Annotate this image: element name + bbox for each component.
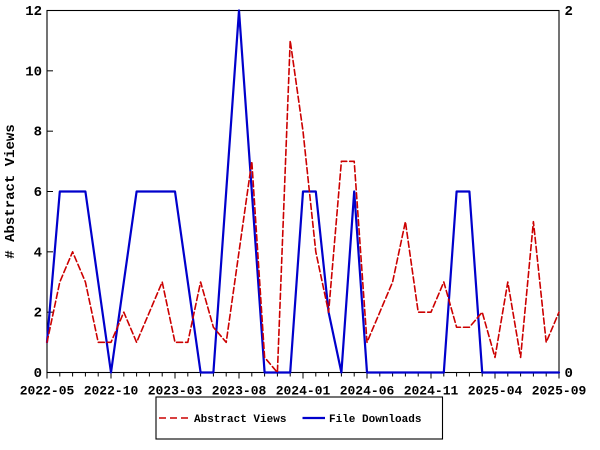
svg-text:2025-04: 2025-04 <box>468 384 523 399</box>
svg-text:2024-06: 2024-06 <box>340 384 395 399</box>
svg-text:# Abstract Views: # Abstract Views <box>3 124 19 258</box>
svg-text:2025-09: 2025-09 <box>532 384 587 399</box>
svg-text:2024-01: 2024-01 <box>276 384 331 399</box>
svg-text:0: 0 <box>565 366 573 382</box>
svg-text:File Downloads: File Downloads <box>329 414 421 426</box>
svg-text:2023-03: 2023-03 <box>148 384 203 399</box>
svg-text:4: 4 <box>34 245 42 261</box>
svg-text:12: 12 <box>25 4 42 20</box>
svg-text:2023-08: 2023-08 <box>212 384 267 399</box>
svg-text:2: 2 <box>565 4 573 20</box>
svg-text:6: 6 <box>34 185 42 201</box>
svg-text:2022-05: 2022-05 <box>20 384 75 399</box>
svg-text:2024-11: 2024-11 <box>404 384 459 399</box>
svg-text:Abstract Views: Abstract Views <box>194 414 286 426</box>
svg-text:10: 10 <box>25 64 42 80</box>
svg-text:0: 0 <box>34 366 42 382</box>
svg-text:2: 2 <box>34 306 42 322</box>
svg-text:2022-10: 2022-10 <box>84 384 139 399</box>
svg-text:8: 8 <box>34 125 42 141</box>
